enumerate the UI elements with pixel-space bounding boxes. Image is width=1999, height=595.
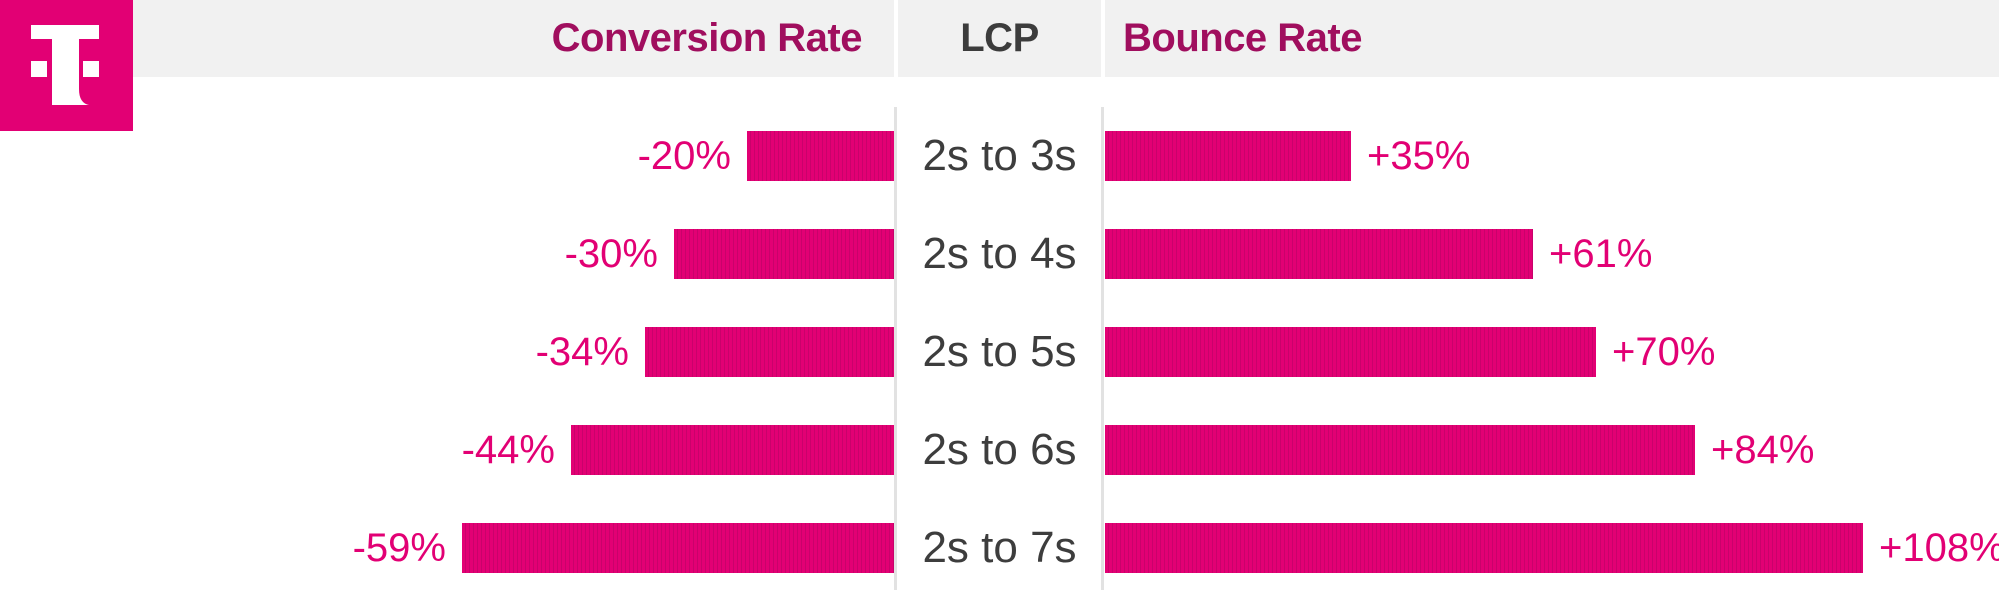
lcp-category-label: 2s to 5s xyxy=(922,327,1077,376)
conversion-bar xyxy=(747,131,894,181)
conversion-bar xyxy=(462,523,894,573)
conversion-value-label: -34% xyxy=(535,330,629,374)
telekom-t-icon xyxy=(31,25,99,105)
lcp-category-label: 2s to 7s xyxy=(922,523,1077,572)
conversion-bar xyxy=(645,327,894,377)
bounce-bar xyxy=(1105,425,1695,475)
conversion-bar xyxy=(674,229,894,279)
header-section-conversion: Conversion Rate xyxy=(133,0,894,77)
conversion-value-label: -59% xyxy=(352,526,446,570)
bounce-bar xyxy=(1105,327,1596,377)
conversion-rate-heading: Conversion Rate xyxy=(551,16,863,60)
bounce-bar xyxy=(1105,229,1533,279)
bounce-value-label: +35% xyxy=(1367,134,1471,178)
bounce-value-label: +61% xyxy=(1549,232,1653,276)
bounce-value-label: +70% xyxy=(1612,330,1716,374)
conversion-value-label: -44% xyxy=(461,428,555,472)
lcp-category-label: 2s to 6s xyxy=(922,425,1077,474)
conversion-value-label: -30% xyxy=(564,232,658,276)
bounce-value-label: +84% xyxy=(1711,428,1815,472)
bounce-rate-heading: Bounce Rate xyxy=(1123,16,1363,60)
chart-row: -34% 2s to 5s +70% xyxy=(0,327,1999,377)
telekom-logo xyxy=(0,0,133,131)
conversion-value-label: -20% xyxy=(637,134,731,178)
center-column-right-divider xyxy=(1101,107,1104,590)
lcp-category-label: 2s to 3s xyxy=(922,131,1077,180)
chart-row: -59% 2s to 7s +108% xyxy=(0,523,1999,573)
center-column-left-divider xyxy=(894,107,897,590)
lcp-heading: LCP xyxy=(960,16,1039,60)
conversion-bar xyxy=(571,425,894,475)
bounce-bar xyxy=(1105,523,1863,573)
header-section-bounce: Bounce Rate xyxy=(1105,0,1999,77)
lcp-category-label: 2s to 4s xyxy=(922,229,1077,278)
bounce-bar xyxy=(1105,131,1351,181)
chart-row: -30% 2s to 4s +61% xyxy=(0,229,1999,279)
bounce-value-label: +108% xyxy=(1879,526,1999,570)
chart-row: -20% 2s to 3s +35% xyxy=(0,131,1999,181)
chart-row: -44% 2s to 6s +84% xyxy=(0,425,1999,475)
header-section-lcp: LCP xyxy=(898,0,1101,77)
